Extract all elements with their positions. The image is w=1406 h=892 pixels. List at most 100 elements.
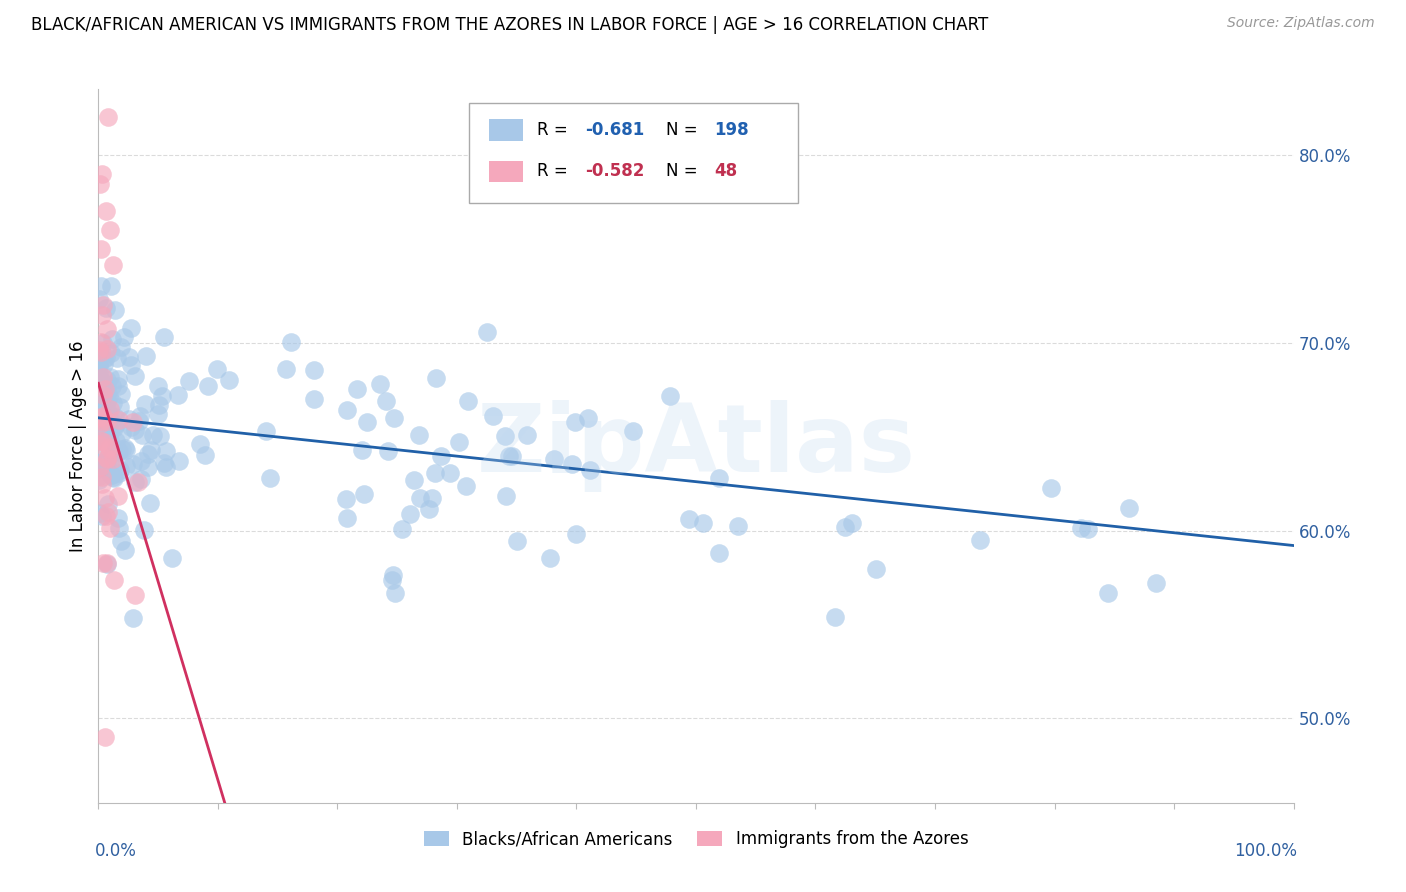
Point (98, 433, 121, 447)
Point (134, 523, 156, 537)
Point (124, 369, 146, 384)
Point (336, 403, 359, 417)
Point (93, 556, 115, 570)
Y-axis label: In Labor Force | Age > 16: In Labor Force | Age > 16 (69, 340, 87, 552)
Point (93, 392, 115, 407)
Point (370, 377, 392, 392)
Point (100, 346, 122, 360)
Point (89, 383, 111, 397)
Point (90, 279, 112, 293)
Point (384, 586, 406, 600)
Point (89, 372, 111, 386)
Point (382, 411, 405, 425)
Point (96, 451, 118, 466)
Point (98, 401, 121, 416)
Point (87, 436, 110, 450)
Point (179, 374, 201, 388)
Point (91, 409, 114, 423)
Point (254, 424, 277, 438)
Point (495, 489, 517, 503)
Point (101, 396, 124, 410)
Point (1097, 586, 1119, 600)
Point (346, 382, 368, 396)
Point (107, 511, 129, 525)
Point (146, 378, 169, 392)
Point (134, 397, 156, 411)
Point (259, 470, 281, 484)
Point (89, 425, 111, 440)
Point (93, 434, 115, 449)
Point (94, 491, 117, 505)
Point (98, 425, 121, 439)
Point (658, 389, 681, 403)
Point (124, 423, 146, 437)
Point (457, 394, 479, 409)
Point (494, 429, 516, 443)
Text: 48: 48 (714, 162, 737, 180)
Text: 100.0%: 100.0% (1234, 842, 1298, 860)
Point (136, 459, 159, 474)
Point (97, 411, 120, 425)
Text: 0.0%: 0.0% (94, 842, 136, 860)
Point (579, 462, 602, 476)
Point (391, 522, 413, 536)
Point (96, 394, 118, 409)
Point (124, 588, 146, 602)
Point (152, 330, 174, 344)
Point (146, 407, 169, 421)
Point (96, 452, 118, 467)
Point (89, 376, 111, 391)
Text: 198: 198 (714, 121, 748, 139)
Point (93, 434, 115, 448)
Point (94, 433, 117, 447)
Point (129, 454, 152, 468)
Point (335, 491, 357, 506)
Point (87, 359, 110, 373)
Point (429, 449, 451, 463)
Point (543, 452, 565, 467)
Point (104, 434, 127, 448)
Point (89, 460, 111, 475)
Point (91, 369, 114, 384)
Point (103, 470, 125, 484)
Point (138, 495, 160, 509)
Point (824, 609, 846, 624)
Point (108, 443, 131, 458)
Text: -0.681: -0.681 (585, 121, 644, 139)
Point (104, 409, 127, 424)
Point (111, 426, 134, 441)
Point (110, 534, 132, 549)
Point (103, 421, 125, 435)
Point (97, 405, 120, 419)
Point (93, 383, 115, 397)
Point (538, 551, 561, 566)
Point (408, 428, 430, 442)
Point (114, 329, 136, 343)
Legend: Blacks/African Americans, Immigrants from the Azores: Blacks/African Americans, Immigrants fro… (418, 824, 974, 855)
Point (90, 345, 112, 359)
Point (100, 467, 122, 482)
Point (87, 469, 110, 483)
Point (89, 506, 111, 520)
Point (96, 378, 118, 392)
Point (516, 427, 538, 442)
Point (678, 512, 700, 526)
Point (91, 469, 114, 483)
Text: -0.582: -0.582 (585, 162, 644, 180)
Text: ZipAtlas: ZipAtlas (477, 400, 915, 492)
Point (104, 417, 127, 432)
Point (353, 487, 375, 501)
Point (425, 371, 447, 385)
Point (91, 388, 114, 402)
Point (381, 573, 404, 587)
Point (96, 393, 118, 408)
Point (274, 362, 297, 376)
Point (87, 293, 110, 307)
Text: R =: R = (537, 162, 574, 180)
Point (97, 505, 120, 519)
Point (1039, 481, 1062, 495)
Point (302, 363, 325, 377)
Point (205, 362, 228, 376)
Point (114, 442, 136, 456)
Point (167, 454, 190, 468)
